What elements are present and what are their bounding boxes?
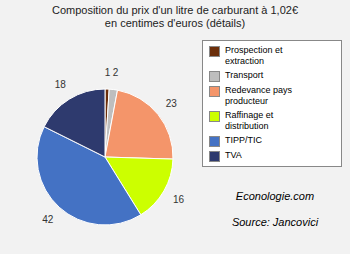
- svg-text:2: 2: [113, 67, 119, 78]
- html-text:Prospection et extraction: Prospection et extraction: [225, 45, 283, 66]
- html-text:Econologie.com: Econologie.com: [235, 190, 315, 202]
- html-text:TVA: TVA: [225, 150, 242, 160]
- html-text:Transport: Transport: [225, 70, 264, 80]
- svg-text:18: 18: [55, 79, 67, 90]
- html-text:TIPP/TIC: TIPP/TIC: [225, 135, 262, 145]
- svg-text:1: 1: [105, 67, 111, 78]
- svg-text:23: 23: [166, 98, 178, 109]
- svg-text:42: 42: [42, 214, 54, 225]
- html-text:Composition du prix d'un litre: Composition du prix d'un litre de carbur…: [52, 4, 298, 29]
- html-text:Source: Jancovici: Source: Jancovici: [231, 216, 319, 228]
- html-text:Raffinage et distribution: Raffinage et distribution: [225, 110, 274, 131]
- html-text:Redevance pays producteur: Redevance pays producteur: [225, 85, 292, 106]
- svg-text:16: 16: [173, 194, 185, 205]
